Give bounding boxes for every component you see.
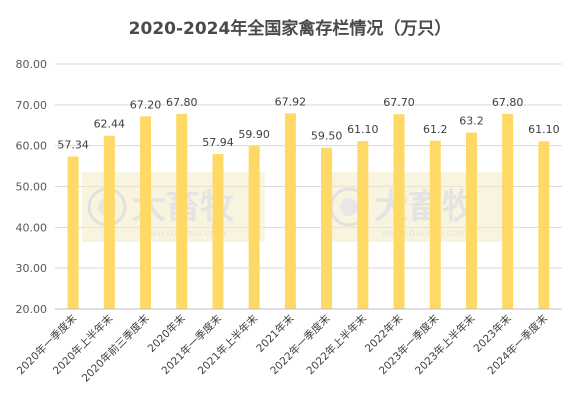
y-tick-label: 20.00 [16, 303, 48, 316]
bar [248, 146, 260, 309]
x-tick-label: 2020年一季度末 [14, 312, 80, 378]
data-label: 67.70 [383, 96, 415, 109]
watermark-brand: 大畜牧 [374, 187, 477, 227]
data-label: 57.94 [202, 136, 234, 149]
bar [140, 116, 152, 310]
bar [502, 113, 514, 309]
data-label: 59.90 [238, 128, 270, 141]
bar [465, 132, 477, 309]
bar [284, 113, 296, 310]
x-tick-label: 2023年上半年末 [412, 312, 478, 378]
x-tick-label: 2022年上半年末 [304, 312, 370, 378]
data-label: 59.50 [311, 130, 343, 143]
x-tick-label: 2021年上半年末 [195, 312, 261, 378]
x-tick-label: 2021年一季度末 [159, 312, 225, 378]
watermark-url: www.dxumu.com [382, 228, 468, 239]
x-tick-label: 2020年前三季度末 [79, 312, 152, 385]
watermark-logo-dot [340, 198, 358, 216]
y-tick-label: 70.00 [16, 99, 48, 112]
bar [67, 156, 79, 309]
data-label: 57.34 [57, 139, 89, 152]
y-tick-label: 40.00 [16, 221, 48, 234]
bar [103, 135, 115, 309]
data-label: 67.80 [166, 96, 198, 109]
x-tick-label: 2023年一季度末 [376, 312, 442, 378]
bar [212, 154, 224, 309]
bar [393, 114, 405, 309]
bar [357, 141, 369, 309]
data-label: 61.10 [528, 123, 560, 136]
y-tick-label: 60.00 [16, 140, 48, 153]
data-label: 67.92 [275, 95, 307, 108]
bar [538, 141, 550, 309]
bar [176, 113, 188, 309]
data-label: 67.20 [130, 98, 162, 111]
y-tick-label: 30.00 [16, 262, 48, 275]
y-tick-label: 50.00 [16, 181, 48, 194]
x-tick-label: 2022年一季度末 [268, 312, 334, 378]
data-label: 67.80 [492, 96, 524, 109]
bar [321, 147, 333, 309]
bar [429, 140, 441, 309]
data-label: 62.44 [94, 118, 126, 131]
chart-title: 2020-2024年全国家禽存栏情况（万只） [128, 19, 452, 39]
x-tick-label: 2024年一季度末 [485, 312, 551, 378]
y-tick-label: 80.00 [16, 58, 48, 71]
data-label: 61.10 [347, 123, 379, 136]
x-tick-label: 2020年上半年末 [50, 312, 116, 378]
data-label: 63.2 [459, 115, 484, 128]
data-label: 61.2 [423, 123, 448, 136]
